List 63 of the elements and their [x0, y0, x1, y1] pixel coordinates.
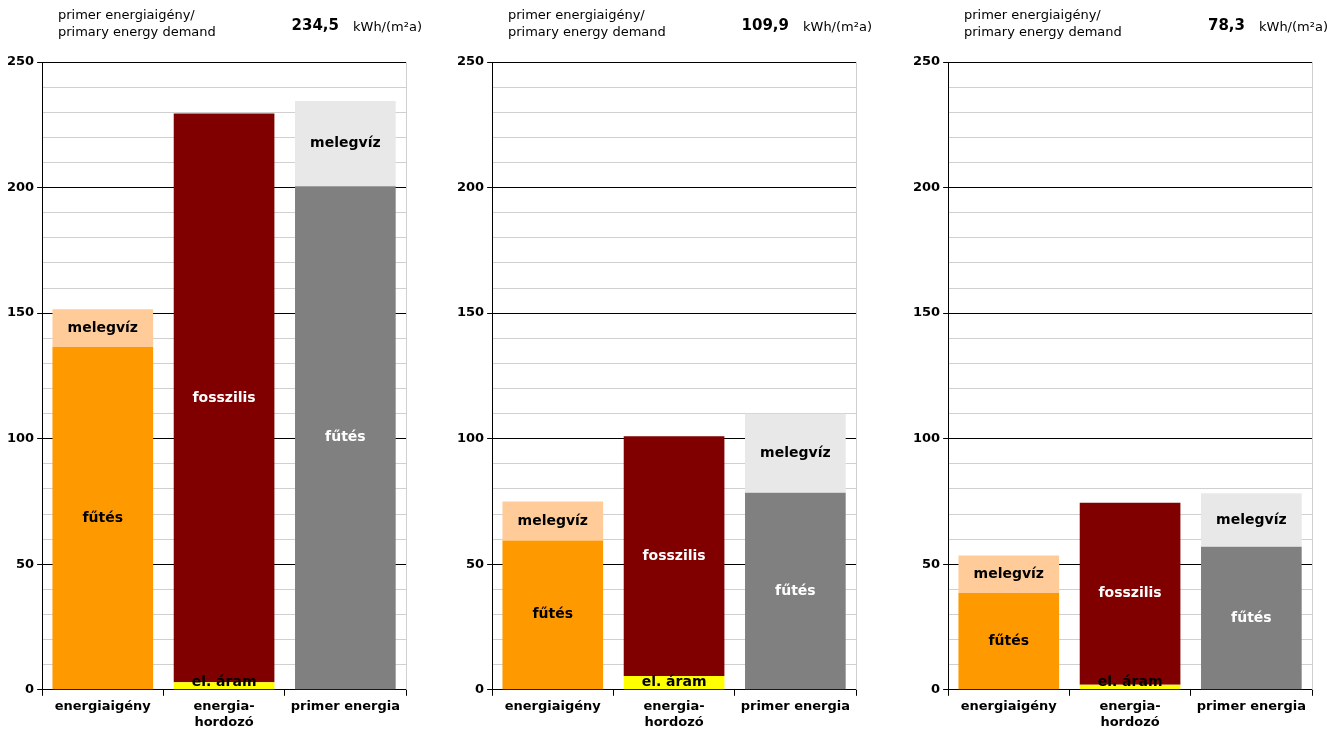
text: 78,3	[1207, 15, 1245, 34]
y-tick-label: 100	[457, 430, 485, 446]
y-tick-label: 100	[913, 430, 941, 446]
y-tick-label: 250	[457, 53, 485, 69]
y-tick-label: 200	[457, 178, 485, 194]
y-tick-label: 200	[913, 178, 941, 194]
series-label: melegvíz	[517, 511, 589, 528]
chart-title: primer energiaigény/ primary energy demand	[58, 6, 216, 40]
y-tick-label: 250	[7, 53, 35, 69]
text: kWh/(m²a)	[803, 18, 872, 34]
bar	[1201, 493, 1302, 547]
x-tick-label: energia- hordozó	[643, 697, 705, 729]
bar	[958, 593, 1060, 690]
text: melegvíz	[1216, 510, 1287, 527]
y-tick-label: 50	[16, 555, 35, 571]
series-label: fűtés	[82, 508, 124, 525]
text: fűtés	[775, 581, 816, 598]
text: fűtés	[325, 428, 366, 445]
y-tick-label: 150	[913, 304, 941, 320]
y-tick-label: 50	[466, 555, 485, 571]
y-tick-label: 0	[475, 681, 485, 697]
series-label: fosszilis	[642, 546, 706, 563]
bar	[52, 347, 154, 690]
text: kWh/(m²a)	[353, 18, 422, 34]
y-tick-label: 0	[25, 681, 35, 697]
chart-title: primer energiaigény/ primary energy demand	[508, 6, 666, 40]
series-label: fosszilis	[192, 388, 256, 405]
text: melegvíz	[310, 134, 381, 151]
text: 109,9	[741, 15, 789, 34]
y-tick-label: 200	[7, 178, 35, 194]
bar	[502, 540, 604, 690]
series-label: melegvíz	[973, 564, 1045, 581]
y-tick-label: 0	[931, 681, 941, 697]
x-tick-label: primer energia	[1196, 697, 1307, 713]
y-tick-label: 100	[7, 430, 35, 446]
series-label: melegvíz	[67, 318, 139, 335]
bar	[295, 186, 396, 690]
bar	[1201, 546, 1302, 690]
text: fűtés	[1231, 608, 1272, 625]
text: 234,5	[291, 15, 339, 34]
y-tick-label: 150	[457, 304, 485, 320]
x-tick-label: energia- hordozó	[193, 697, 255, 729]
bar	[1079, 502, 1181, 685]
bar	[623, 436, 725, 676]
series-label: fosszilis	[1098, 584, 1162, 601]
text: melegvíz	[760, 443, 831, 460]
x-tick-label: energiaigény	[960, 697, 1058, 713]
chart-title: primer energiaigény/ primary energy demand	[964, 6, 1122, 40]
x-tick-label: energia- hordozó	[1099, 697, 1161, 729]
series-label: fűtés	[988, 631, 1030, 648]
y-tick-label: 150	[7, 304, 35, 320]
bar	[745, 492, 846, 690]
text: kWh/(m²a)	[1259, 18, 1327, 34]
y-tick-label: 50	[922, 555, 941, 571]
x-tick-label: primer energia	[290, 697, 401, 713]
series-label: el. áram	[641, 672, 707, 689]
x-tick-label: energiaigény	[54, 697, 152, 713]
bar	[745, 413, 846, 493]
y-tick-label: 250	[913, 53, 941, 69]
series-label: fűtés	[532, 605, 574, 622]
bar	[295, 100, 396, 187]
x-tick-label: energiaigény	[504, 697, 602, 713]
x-tick-label: primer energia	[740, 697, 851, 713]
